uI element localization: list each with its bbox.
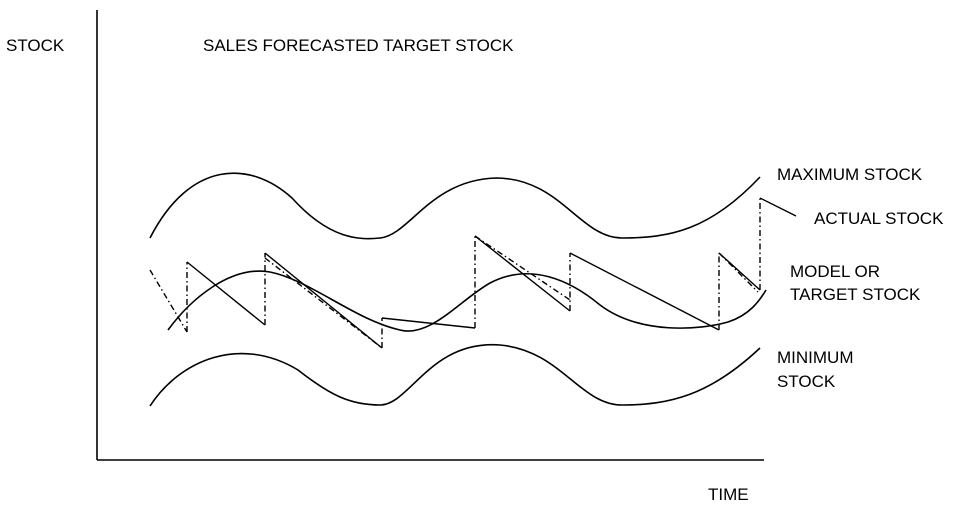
y-axis-label: STOCK bbox=[6, 36, 65, 55]
actual-stock-label: ACTUAL STOCK bbox=[814, 209, 944, 228]
maximum-stock-label: MAXIMUM STOCK bbox=[777, 165, 923, 184]
maximum-stock-curve bbox=[149, 172, 761, 240]
minimum-stock-label-line1: MINIMUM bbox=[777, 348, 853, 367]
model-stock-label-line2: TARGET STOCK bbox=[790, 285, 921, 304]
actual-stock-sales-trend bbox=[149, 235, 759, 349]
minimum-stock-curve bbox=[149, 344, 761, 407]
actual-stock-replenishments bbox=[186, 198, 761, 348]
model-stock-label-line1: MODEL OR bbox=[790, 262, 880, 281]
diagram-title: SALES FORECASTED TARGET STOCK bbox=[203, 36, 514, 55]
x-axis-label: TIME bbox=[708, 485, 749, 504]
minimum-stock-label-line2: STOCK bbox=[777, 372, 836, 391]
model-target-stock-curve bbox=[167, 270, 767, 332]
